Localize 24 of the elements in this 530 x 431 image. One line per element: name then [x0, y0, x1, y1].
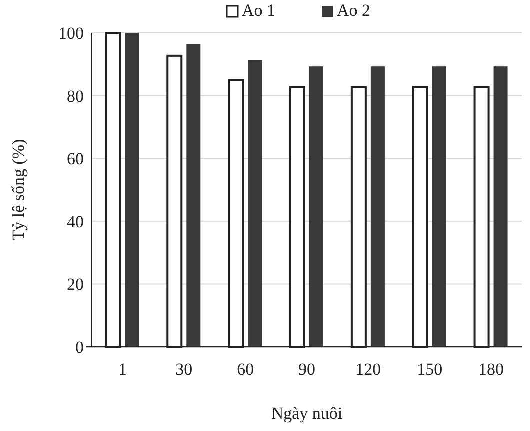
x-tick-label: 30	[176, 360, 193, 379]
x-tick-label: 150	[417, 360, 443, 379]
y-tick-label: 60	[67, 150, 84, 169]
legend-label: Ao 1	[242, 1, 276, 20]
bar	[125, 33, 140, 347]
bar	[494, 66, 508, 347]
x-tick-label: 180	[478, 360, 504, 379]
x-tick-label: 120	[356, 360, 382, 379]
y-tick-label: 20	[67, 275, 84, 294]
y-tick-label: 0	[76, 338, 84, 357]
y-tick-label: 80	[67, 86, 84, 106]
bar	[186, 44, 201, 347]
x-axis-title: Ngày nuôi	[271, 404, 343, 423]
legend-label: Ao 2	[337, 1, 371, 20]
y-tick-label: 40	[67, 212, 84, 232]
x-tick-label: 60	[237, 360, 254, 379]
bar	[370, 66, 385, 347]
bar	[310, 66, 324, 347]
x-tick-label: 90	[298, 360, 316, 379]
x-tick-label: 1	[118, 360, 127, 379]
y-tick-label: 100	[58, 24, 84, 43]
bar	[248, 60, 262, 347]
y-axis-title: Tỷ lệ sống (%)	[9, 139, 28, 241]
bar	[432, 66, 446, 347]
